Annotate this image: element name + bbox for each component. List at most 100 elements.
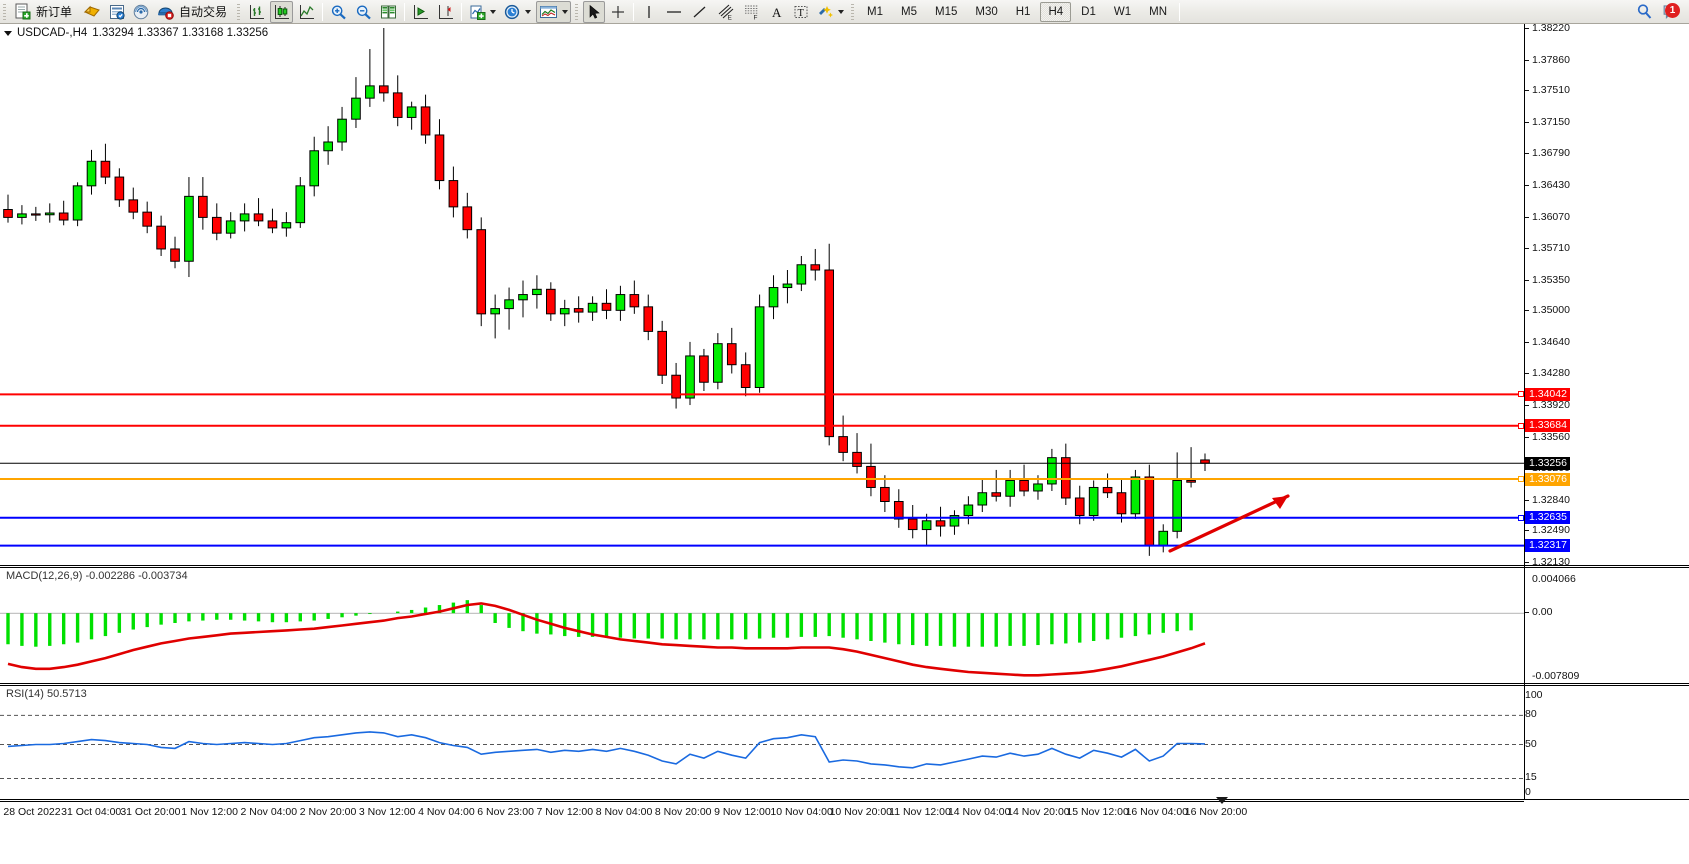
chart-ohlc-values: 1.33294 1.33367 1.33168 1.33256 bbox=[92, 27, 269, 39]
signals-button[interactable] bbox=[130, 1, 152, 23]
svg-text:A: A bbox=[772, 5, 782, 20]
clock-icon bbox=[504, 4, 520, 19]
support-level-1-handle[interactable] bbox=[1518, 514, 1524, 521]
pivot-level-tag[interactable]: 1.33076 bbox=[1525, 472, 1570, 486]
chart-shift-marker[interactable] bbox=[1216, 797, 1228, 804]
timeframe-m30[interactable]: M30 bbox=[975, 5, 998, 18]
resistance-level-2-handle[interactable] bbox=[1518, 422, 1524, 429]
chart-menu-caret[interactable] bbox=[4, 30, 12, 36]
equidistant-channel-button[interactable]: E bbox=[713, 1, 738, 23]
time-tick: 31 Oct 20:00 bbox=[120, 806, 181, 818]
zoom-out-icon bbox=[356, 5, 371, 19]
new-order-button[interactable]: 新订单 bbox=[11, 1, 78, 23]
timeframe-h4[interactable]: H4 bbox=[1040, 1, 1072, 22]
vertical-line-button[interactable] bbox=[638, 1, 660, 23]
current-price-level-tag[interactable]: 1.33256 bbox=[1525, 456, 1570, 470]
auto-scroll-button[interactable] bbox=[409, 1, 432, 23]
crosshair-icon bbox=[612, 5, 625, 18]
timeframe-d1[interactable]: D1 bbox=[1081, 5, 1096, 18]
fibonacci-button[interactable]: F bbox=[740, 1, 764, 23]
expert-advisors-button[interactable] bbox=[80, 1, 104, 23]
line-chart-icon bbox=[300, 4, 315, 19]
period-selector-button[interactable] bbox=[501, 1, 534, 23]
resistance-level-2-tag[interactable]: 1.33684 bbox=[1525, 419, 1570, 433]
text-button[interactable]: A bbox=[766, 1, 788, 23]
text-label-button[interactable]: T bbox=[790, 1, 812, 23]
arrows-button[interactable] bbox=[814, 1, 847, 23]
toolbar-grip-orders[interactable] bbox=[1, 1, 8, 22]
time-tick: 4 Nov 04:00 bbox=[418, 806, 475, 818]
macd-pane[interactable]: MACD(12,26,9) -0.002286 -0.003734 bbox=[0, 567, 1689, 684]
chart-area[interactable]: USDCAD-,H4 1.33294 1.33367 1.33168 1.332… bbox=[0, 23, 1689, 864]
candlestick-chart-icon bbox=[275, 4, 290, 19]
auto-trading-icon bbox=[158, 7, 174, 20]
time-tick: 2 Nov 04:00 bbox=[240, 806, 298, 818]
horizontal-line-icon bbox=[667, 10, 682, 13]
timeframe-m15[interactable]: M15 bbox=[935, 5, 958, 18]
crosshair-button[interactable] bbox=[607, 1, 629, 23]
search-button[interactable] bbox=[1633, 1, 1657, 23]
resistance-level-1-tag[interactable]: 1.34042 bbox=[1525, 387, 1570, 401]
template-icon bbox=[540, 5, 558, 18]
cursor-icon bbox=[589, 4, 600, 19]
text-icon: A bbox=[772, 5, 782, 20]
toolbar-separator-4 bbox=[633, 2, 635, 21]
time-tick: 8 Nov 04:00 bbox=[595, 806, 653, 818]
signals-icon bbox=[133, 4, 149, 19]
tile-windows-icon bbox=[381, 5, 397, 18]
zoom-in-button[interactable] bbox=[327, 1, 350, 23]
timeframe-w1[interactable]: W1 bbox=[1113, 5, 1132, 18]
bar-chart-button[interactable] bbox=[245, 1, 268, 23]
macd-plot bbox=[0, 600, 1524, 677]
timeframe-h1[interactable]: H1 bbox=[1015, 5, 1031, 18]
time-tick: 16 Nov 20:00 bbox=[1184, 806, 1248, 818]
templates-button[interactable] bbox=[536, 0, 572, 23]
price-axis-divider bbox=[1524, 24, 1525, 800]
time-tick: 16 Nov 04:00 bbox=[1125, 806, 1189, 818]
toolbar-grip-chart-type[interactable] bbox=[235, 1, 243, 22]
tile-windows-button[interactable] bbox=[377, 1, 400, 23]
vertical-line-icon bbox=[648, 5, 650, 18]
cursor-button[interactable] bbox=[583, 0, 606, 23]
toolbar-separator-2 bbox=[404, 2, 406, 21]
market-watch-button[interactable] bbox=[106, 1, 128, 23]
time-tick: 31 Oct 04:00 bbox=[61, 806, 122, 818]
timeframe-m5[interactable]: M5 bbox=[901, 5, 917, 18]
zoom-in-icon bbox=[331, 5, 346, 19]
time-axis[interactable]: 28 Oct 2022 31 Oct 04:00 31 Oct 20:00 1 Nov… bbox=[0, 797, 1524, 821]
templates-dropdown-caret[interactable] bbox=[562, 9, 569, 14]
toolbar-grip-timeframes[interactable] bbox=[849, 1, 857, 22]
time-tick: 10 Nov 20:00 bbox=[829, 806, 893, 818]
fibonacci-icon: F bbox=[745, 5, 759, 21]
bar-chart-icon bbox=[250, 4, 265, 19]
chart-shift-button[interactable] bbox=[434, 1, 457, 23]
auto-trading-button[interactable]: 自动交易 bbox=[154, 1, 233, 23]
period-dropdown-caret[interactable] bbox=[525, 9, 532, 14]
pivot-level-handle[interactable] bbox=[1518, 476, 1524, 483]
time-tick: 10 Nov 04:00 bbox=[770, 806, 833, 818]
resistance-level-1-handle[interactable] bbox=[1518, 391, 1524, 398]
add-indicator-button[interactable] bbox=[466, 1, 499, 23]
support-level-2-tag[interactable]: 1.32317 bbox=[1525, 539, 1570, 553]
arrows-dropdown-caret[interactable] bbox=[838, 9, 845, 14]
auto-scroll-icon bbox=[414, 4, 429, 19]
zoom-out-button[interactable] bbox=[352, 1, 375, 23]
notification-badge: 1 bbox=[1665, 2, 1680, 18]
trendline-button[interactable] bbox=[688, 1, 711, 23]
time-tick: 14 Nov 04:00 bbox=[947, 806, 1011, 818]
horizontal-line-button[interactable] bbox=[662, 1, 686, 23]
toolbar-grip-drawing[interactable] bbox=[573, 1, 581, 22]
market-watch-icon bbox=[110, 4, 125, 20]
add-indicator-dropdown-caret[interactable] bbox=[490, 9, 497, 14]
time-tick: 11 Nov 12:00 bbox=[889, 806, 951, 818]
timeframe-mn[interactable]: MN bbox=[1149, 5, 1167, 18]
timeframe-m1[interactable]: M1 bbox=[867, 5, 884, 18]
chart-symbol-header: USDCAD-,H4 1.33294 1.33367 1.33168 1.332… bbox=[4, 27, 268, 39]
rsi-pane[interactable]: RSI(14) 50.5713 bbox=[0, 685, 1689, 800]
candlestick-chart-button[interactable] bbox=[270, 0, 294, 23]
price-pane[interactable]: USDCAD-,H4 1.33294 1.33367 1.33168 1.332… bbox=[0, 24, 1689, 566]
time-tick: 2 Nov 20:00 bbox=[299, 806, 357, 818]
line-chart-button[interactable] bbox=[295, 1, 318, 23]
support-level-1-tag[interactable]: 1.32635 bbox=[1525, 511, 1570, 525]
notification-button[interactable]: 1 bbox=[1659, 1, 1685, 23]
